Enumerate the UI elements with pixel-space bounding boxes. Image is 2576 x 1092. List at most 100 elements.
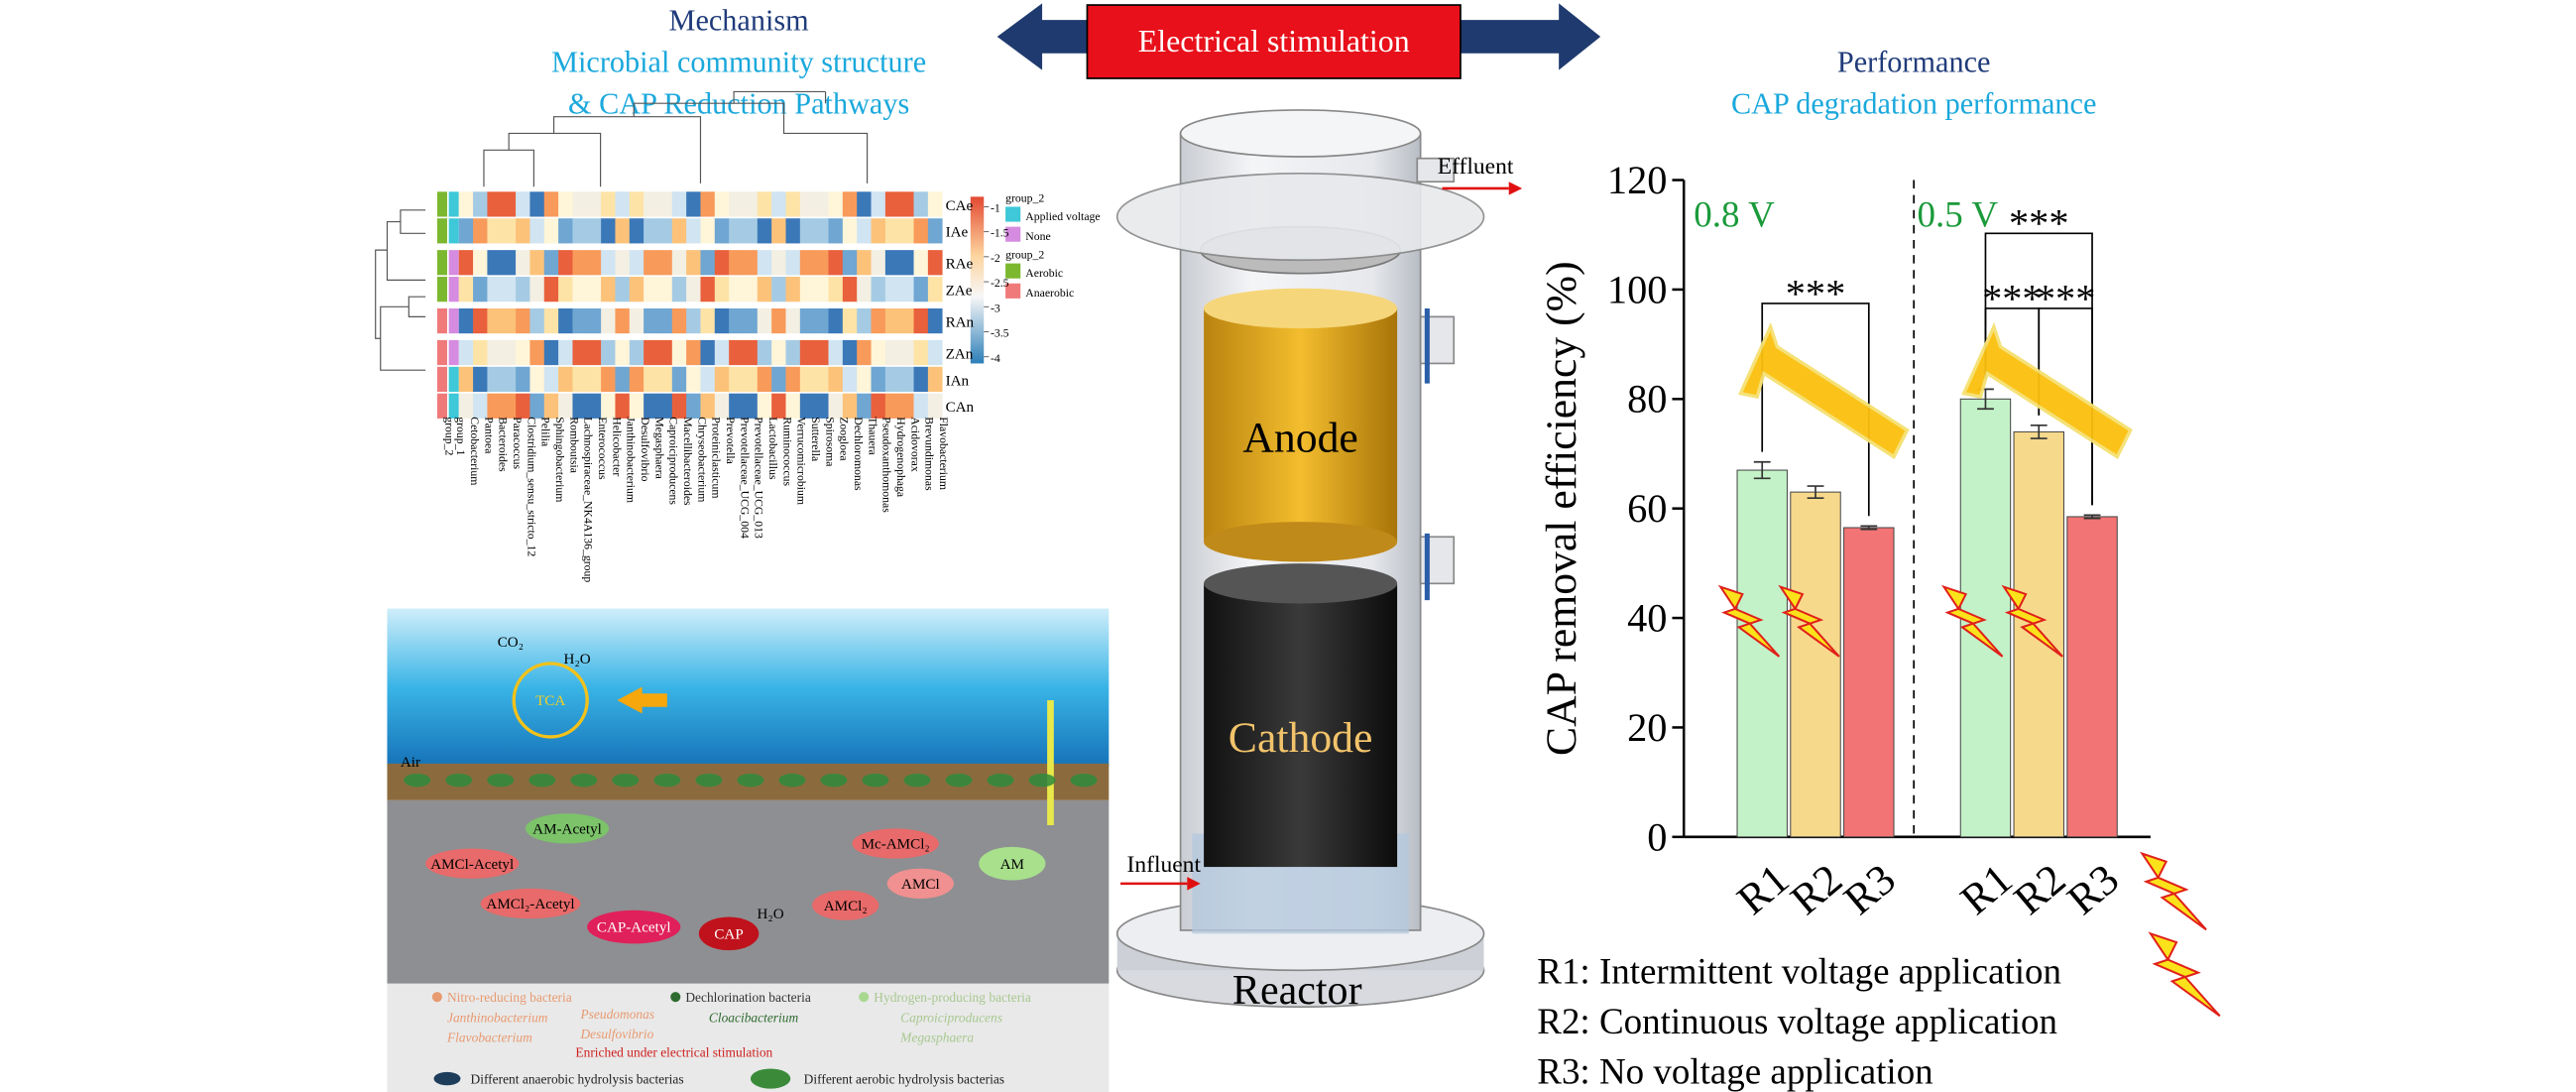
column-label: Verrucomicrobium	[795, 417, 808, 505]
cathode-body	[1204, 583, 1398, 868]
heatmap-cell	[657, 307, 673, 334]
label: Enriched under electrical stimulation	[575, 1045, 772, 1060]
heatmap-cell	[899, 307, 914, 334]
heatmap-cell	[927, 339, 943, 366]
heatmap-cell	[501, 191, 517, 217]
heatmap-cell	[501, 366, 517, 393]
lightning	[1717, 584, 1781, 658]
heatmap-cell	[814, 218, 829, 244]
heatmap-cell	[615, 218, 631, 244]
legend-icon	[750, 1068, 791, 1089]
heatmap-cell	[671, 366, 687, 393]
column-label: Cetobacterium	[468, 417, 481, 485]
node	[979, 846, 1046, 881]
group-cell	[448, 191, 459, 217]
label: AMCl	[901, 877, 940, 893]
heatmap-cell	[785, 393, 801, 419]
column-label: Macellibacteroides	[681, 417, 694, 506]
heatmap-cell	[657, 250, 673, 276]
heatmap-cell	[743, 218, 759, 244]
label: Influent	[1127, 852, 1202, 878]
heatmap-cell	[644, 339, 658, 366]
heatmap-cell	[487, 218, 503, 244]
heatmap-cell	[473, 250, 488, 276]
heatmap-cell	[814, 191, 829, 217]
heatmap-cell	[657, 339, 673, 366]
heatmap-cell	[913, 250, 929, 276]
heatmap-cell	[586, 191, 602, 217]
heatmap-cell	[458, 366, 474, 393]
column-label: Zoogloea	[838, 417, 851, 461]
group-cell	[436, 277, 447, 303]
legend-swatch	[1005, 206, 1021, 222]
column-label: Sutterella	[809, 417, 822, 462]
scale-label: -1.5	[991, 227, 1009, 240]
heatmap-cell	[857, 307, 872, 334]
heatmap-cell	[771, 218, 786, 244]
column-label: Bacteroides	[497, 417, 510, 472]
column-label: Caproiciproducens	[667, 417, 680, 505]
heatmap-cell	[629, 307, 644, 334]
group-cell	[436, 339, 447, 366]
heatmap-cell	[714, 393, 730, 419]
heatmap-cell	[871, 393, 886, 419]
heatmap-cell	[799, 250, 815, 276]
heatmap-cell	[884, 393, 900, 419]
heatmap-cell	[686, 339, 701, 366]
label: Flavobacterium	[446, 1031, 532, 1045]
column-label: Pantoea	[482, 417, 495, 454]
heatmap-cell	[558, 366, 573, 393]
error-bar	[2083, 514, 2101, 520]
label: AM	[1000, 857, 1024, 873]
column-label: Lactobacillus	[766, 417, 779, 480]
legend-dot	[859, 992, 870, 1003]
heatmap-cell	[543, 366, 559, 393]
column-label: Prevotellaceae_UCG_004	[738, 417, 751, 539]
heatmap-cell	[714, 277, 730, 303]
legend-area	[387, 983, 1110, 1092]
heatmap-cell	[757, 366, 772, 393]
heatmap-cell	[871, 277, 886, 303]
heatmap-cell	[686, 393, 701, 419]
heatmap-cell	[629, 366, 644, 393]
heatmap-cell	[543, 218, 559, 244]
label: Anode	[1242, 415, 1357, 462]
legend-label: Applied voltage	[1025, 210, 1100, 223]
heatmap-cell	[799, 218, 815, 244]
heatmap-cell	[771, 366, 786, 393]
heatmap-cell	[899, 393, 914, 419]
group-cell	[448, 307, 459, 334]
heatmap-cell	[842, 218, 858, 244]
legend-swatch	[1005, 283, 1021, 299]
column-label: Clostridium_sensu_stricto_12	[525, 417, 537, 556]
heatmap-cell	[558, 191, 573, 217]
group-cell	[436, 393, 447, 419]
heatmap-cell	[629, 250, 644, 276]
column-label: Megasphaera	[652, 417, 665, 479]
heatmap-cell	[458, 339, 474, 366]
heatmap-cell	[714, 191, 730, 217]
heatmap-cell	[671, 307, 687, 334]
label: Different anaerobic hydrolysis bacterias	[471, 1072, 684, 1087]
column-label: Pseudoxanthomonas	[880, 417, 893, 513]
heatmap-cell	[871, 250, 886, 276]
error-bar	[1753, 460, 1771, 480]
row-label: RAe	[946, 257, 974, 273]
y-tick-label: 40	[1627, 596, 1667, 641]
heatmap-cell	[516, 393, 530, 419]
heatmap-cell	[828, 277, 844, 303]
heatmap-cell	[572, 393, 588, 419]
heatmap-cell	[601, 191, 616, 217]
legend-text: R1: Intermittent voltage application	[1537, 951, 2061, 992]
group-label: 0.8 V	[1694, 194, 1775, 235]
heatmap-cell	[814, 339, 829, 366]
heatmap-cell	[927, 277, 943, 303]
heatmap-cell	[899, 366, 914, 393]
heatmap-cell	[529, 366, 545, 393]
heatmap-cell	[884, 307, 900, 334]
flow-arrow	[1508, 182, 1523, 195]
heatmap-cell	[615, 339, 631, 366]
heatmap-cell	[572, 250, 588, 276]
heatmap-cell	[501, 277, 517, 303]
